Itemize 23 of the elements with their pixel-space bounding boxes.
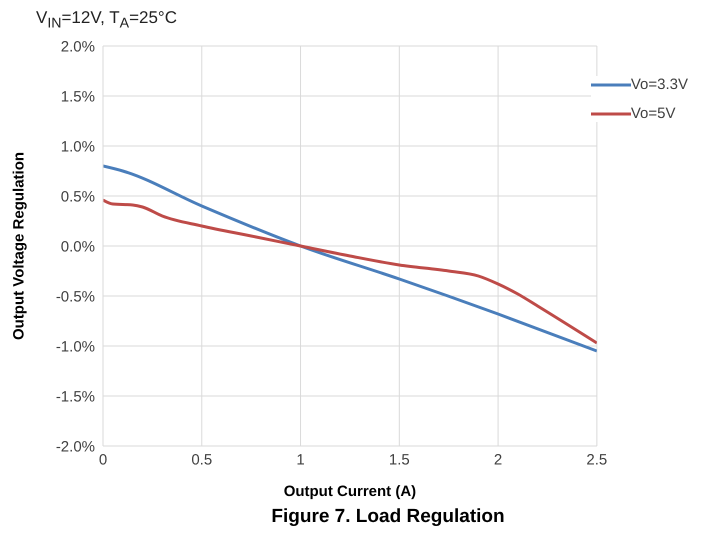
x-tick-label: 1 <box>296 452 305 469</box>
y-tick-label: 1.5% <box>60 88 95 106</box>
y-tick-label: -1.0% <box>56 338 95 356</box>
line-series <box>103 198 597 344</box>
legend-label: Vo=3.3V <box>630 76 688 93</box>
chart-subtitle: V$_{IN}$=12V, T$_{A}$=25°C <box>36 8 178 34</box>
y-tick-label: -2.0% <box>56 438 95 456</box>
x-tick-label: 0 <box>98 452 108 469</box>
y-tick-label: 2.0% <box>60 38 95 56</box>
y-tick-label: -1.5% <box>56 388 95 406</box>
x-tick-label: 1.5 <box>388 452 410 469</box>
legend-label: Vo=5V <box>630 105 676 122</box>
x-tick-label: 0.5 <box>191 452 212 469</box>
y-tick-label: 1.0% <box>60 138 95 156</box>
y-axis-title: Output Voltage Regulation <box>10 152 28 340</box>
x-axis-title: Output Current (A) <box>284 483 416 500</box>
line-series <box>103 164 597 352</box>
y-tick-label: -0.5% <box>56 288 95 306</box>
y-tick-label: 0.5% <box>60 188 95 206</box>
x-tick-label: 2 <box>494 452 502 469</box>
text: Figure 7. Load Regulation <box>270 506 506 528</box>
x-tick-label: 2.5 <box>586 452 608 469</box>
y-tick-label: 0.0% <box>60 238 95 256</box>
